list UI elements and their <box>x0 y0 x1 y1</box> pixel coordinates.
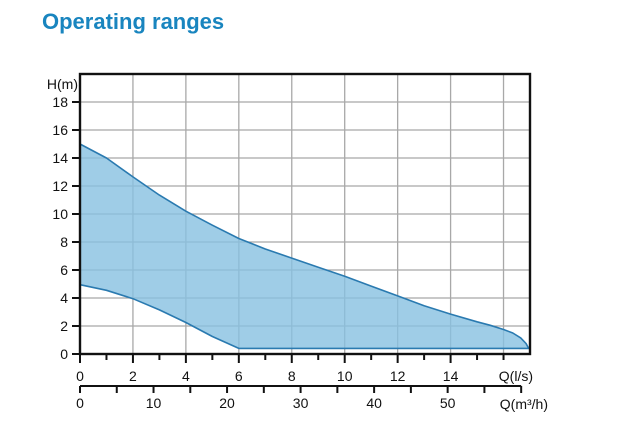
y-tick-label: 16 <box>52 122 68 138</box>
y-axis-title: H(m) <box>47 76 78 92</box>
x-m3h-tick-label: 20 <box>219 395 235 411</box>
y-tick-label: 10 <box>52 206 68 222</box>
x-axis-m3h-title: Q(m³/h) <box>500 396 548 412</box>
operating-range-region <box>79 143 530 350</box>
x-ls-tick-label: 0 <box>76 368 84 384</box>
x-ls-tick-label: 6 <box>235 368 243 384</box>
x-ls-tick-label: 2 <box>129 368 137 384</box>
y-tick-label: 0 <box>60 346 68 362</box>
x-ls-tick-label: 14 <box>443 368 459 384</box>
x-ls-tick-label: 4 <box>182 368 190 384</box>
x-ls-tick-label: 10 <box>337 368 353 384</box>
y-tick-label: 4 <box>60 290 68 306</box>
x-m3h-tick-label: 0 <box>76 395 84 411</box>
page-title: Operating ranges <box>42 9 225 34</box>
x-m3h-tick-label: 50 <box>440 395 456 411</box>
y-tick-label: 8 <box>60 234 68 250</box>
x-m3h-tick-label: 30 <box>293 395 309 411</box>
y-tick-label: 6 <box>60 262 68 278</box>
y-tick-label: 12 <box>52 178 68 194</box>
y-tick-label: 14 <box>52 150 68 166</box>
x-m3h-tick-label: 40 <box>366 395 382 411</box>
y-tick-label: 2 <box>60 318 68 334</box>
x-ls-tick-label: 12 <box>390 368 406 384</box>
y-tick-label: 18 <box>52 94 68 110</box>
x-ls-tick-label: 8 <box>288 368 296 384</box>
x-m3h-tick-label: 10 <box>146 395 162 411</box>
x-axis-ls-title: Q(l/s) <box>499 368 533 384</box>
